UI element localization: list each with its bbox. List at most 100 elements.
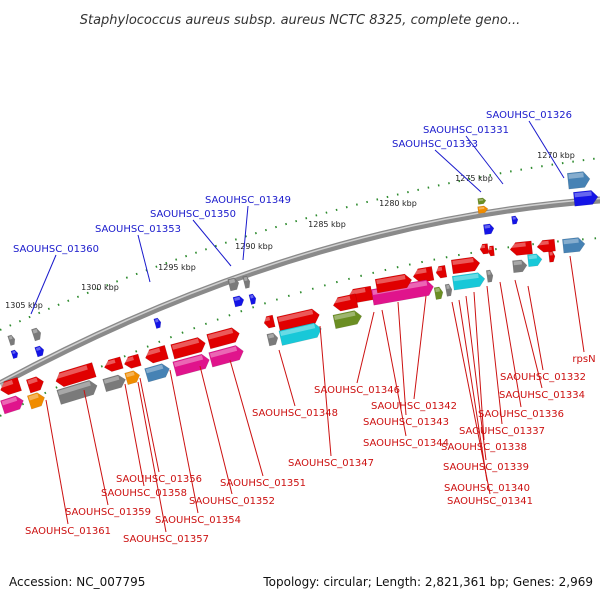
gene-label[interactable]: SAOUHSC_01331 <box>423 125 509 136</box>
gene-label[interactable]: SAOUHSC_01340 <box>444 483 530 494</box>
gene-label[interactable]: SAOUHSC_01333 <box>392 139 478 150</box>
gene-label[interactable]: SAOUHSC_01343 <box>363 417 449 428</box>
gene-label[interactable]: SAOUHSC_01361 <box>25 526 111 537</box>
gene-feature[interactable] <box>144 362 172 383</box>
gene-feature[interactable] <box>263 314 276 329</box>
gene-feature[interactable] <box>332 309 363 330</box>
gene-feature[interactable] <box>206 326 242 350</box>
gene-label[interactable]: SAOUHSC_01336 <box>478 409 564 420</box>
callout-line <box>192 219 232 267</box>
gene-feature[interactable] <box>10 349 19 360</box>
callout-line <box>356 311 375 384</box>
gene-feature[interactable] <box>7 334 17 346</box>
gene-feature[interactable] <box>172 353 212 377</box>
callout-line <box>229 359 264 477</box>
gene-label[interactable]: SAOUHSC_01354 <box>155 515 241 526</box>
gene-label[interactable]: SAOUHSC_01326 <box>486 110 572 121</box>
callout-lines <box>30 120 585 533</box>
gene-label[interactable]: SAOUHSC_01344 <box>363 438 449 449</box>
gene-feature[interactable] <box>276 307 321 332</box>
callout-line <box>413 295 427 400</box>
callout-line <box>381 309 407 437</box>
gene-feature[interactable] <box>477 197 487 205</box>
callout-line <box>124 383 145 487</box>
gene-label[interactable]: SAOUHSC_01346 <box>314 385 400 396</box>
gene-label[interactable]: SAOUHSC_01353 <box>95 224 181 235</box>
gene-label[interactable]: SAOUHSC_01332 <box>500 372 586 383</box>
callout-line <box>451 301 491 495</box>
gene-feature[interactable] <box>266 332 279 347</box>
gene-feature[interactable] <box>170 336 208 360</box>
callout-line <box>458 299 488 482</box>
gene-feature[interactable] <box>562 237 586 254</box>
callout-line <box>45 399 69 525</box>
ruler-label: 1270 kbp <box>537 151 575 160</box>
gene-feature[interactable] <box>450 256 481 275</box>
gene-feature[interactable] <box>26 391 47 410</box>
gene-label[interactable]: SAOUHSC_01357 <box>123 534 209 545</box>
gene-label[interactable]: SAOUHSC_01348 <box>252 408 338 419</box>
gene-feature[interactable] <box>487 245 495 257</box>
gene-feature[interactable] <box>483 223 495 235</box>
gene-feature[interactable] <box>370 279 435 306</box>
gene-feature[interactable] <box>0 394 25 415</box>
callout-line <box>434 149 482 193</box>
gene-feature[interactable] <box>509 240 533 256</box>
gene-feature[interactable] <box>451 272 486 291</box>
gene-label[interactable]: SAOUHSC_01334 <box>499 390 585 401</box>
ruler: 1270 kbp 1275 kbp 1280 kbp 1285 kbp 1290 kbp… <box>5 151 575 310</box>
gene-label[interactable]: SAOUHSC_01350 <box>150 209 236 220</box>
ruler-label: 1290 kbp <box>235 242 273 251</box>
gene-label[interactable]: SAOUHSC_01351 <box>220 478 306 489</box>
gene-feature[interactable] <box>242 275 252 289</box>
gene-feature[interactable] <box>31 327 42 342</box>
gene-label[interactable]: SAOUHSC_01337 <box>459 426 545 437</box>
map-title: Staphylococcus aureus subsp. aureus NCTC… <box>80 13 521 28</box>
gene-feature[interactable] <box>374 273 413 294</box>
gene-feature[interactable] <box>123 353 142 370</box>
gene-label[interactable]: SAOUHSC_01339 <box>443 462 529 473</box>
gene-feature[interactable] <box>56 378 100 405</box>
gene-feature[interactable] <box>566 171 591 190</box>
gene-label[interactable]: SAOUHSC_01360 <box>13 244 99 255</box>
gene-feature[interactable] <box>25 375 46 394</box>
gene-label[interactable]: SAOUHSC_01352 <box>189 496 275 507</box>
gene-feature[interactable] <box>124 369 142 386</box>
gene-feature[interactable] <box>527 253 543 267</box>
gene-feature[interactable] <box>54 362 97 388</box>
gene-label[interactable]: SAOUHSC_01338 <box>441 442 527 453</box>
gene-feature[interactable] <box>103 356 124 373</box>
callout-line <box>514 279 543 389</box>
gene-feature[interactable] <box>278 321 323 346</box>
gene-label[interactable]: SAOUHSC_01349 <box>205 195 291 206</box>
gene-feature[interactable] <box>512 259 528 273</box>
gene-feature[interactable] <box>548 250 556 263</box>
gene-label[interactable]: SAOUHSC_01356 <box>116 474 202 485</box>
gene-feature[interactable] <box>444 283 453 297</box>
gene-feature[interactable] <box>332 293 359 313</box>
gene-feature[interactable] <box>0 376 22 396</box>
gene-feature[interactable] <box>153 317 163 329</box>
gene-label[interactable]: rpsN <box>572 354 595 365</box>
gene-label[interactable]: SAOUHSC_01341 <box>447 496 533 507</box>
gene-feature[interactable] <box>479 243 489 255</box>
gene-feature[interactable] <box>227 277 241 292</box>
gene-feature[interactable] <box>435 264 448 279</box>
gene-feature[interactable] <box>143 344 169 365</box>
gene-feature[interactable] <box>511 215 519 225</box>
gene-feature[interactable] <box>102 373 128 393</box>
gene-feature[interactable] <box>232 295 245 308</box>
gene-label[interactable]: SAOUHSC_01342 <box>371 401 457 412</box>
accession-text: Accession: NC_007795 <box>9 575 145 589</box>
gene-feature[interactable] <box>573 190 599 207</box>
gene-label[interactable]: SAOUHSC_01359 <box>65 507 151 518</box>
gene-feature[interactable] <box>248 293 257 305</box>
gene-feature[interactable] <box>477 205 489 214</box>
callout-line <box>139 377 160 473</box>
gene-feature[interactable] <box>485 269 494 283</box>
gene-label[interactable]: SAOUHSC_01347 <box>288 458 374 469</box>
gene-feature[interactable] <box>208 344 246 368</box>
gene-label[interactable]: SAOUHSC_01358 <box>101 488 187 499</box>
gene-feature[interactable] <box>433 286 444 300</box>
gene-feature[interactable] <box>34 345 46 358</box>
